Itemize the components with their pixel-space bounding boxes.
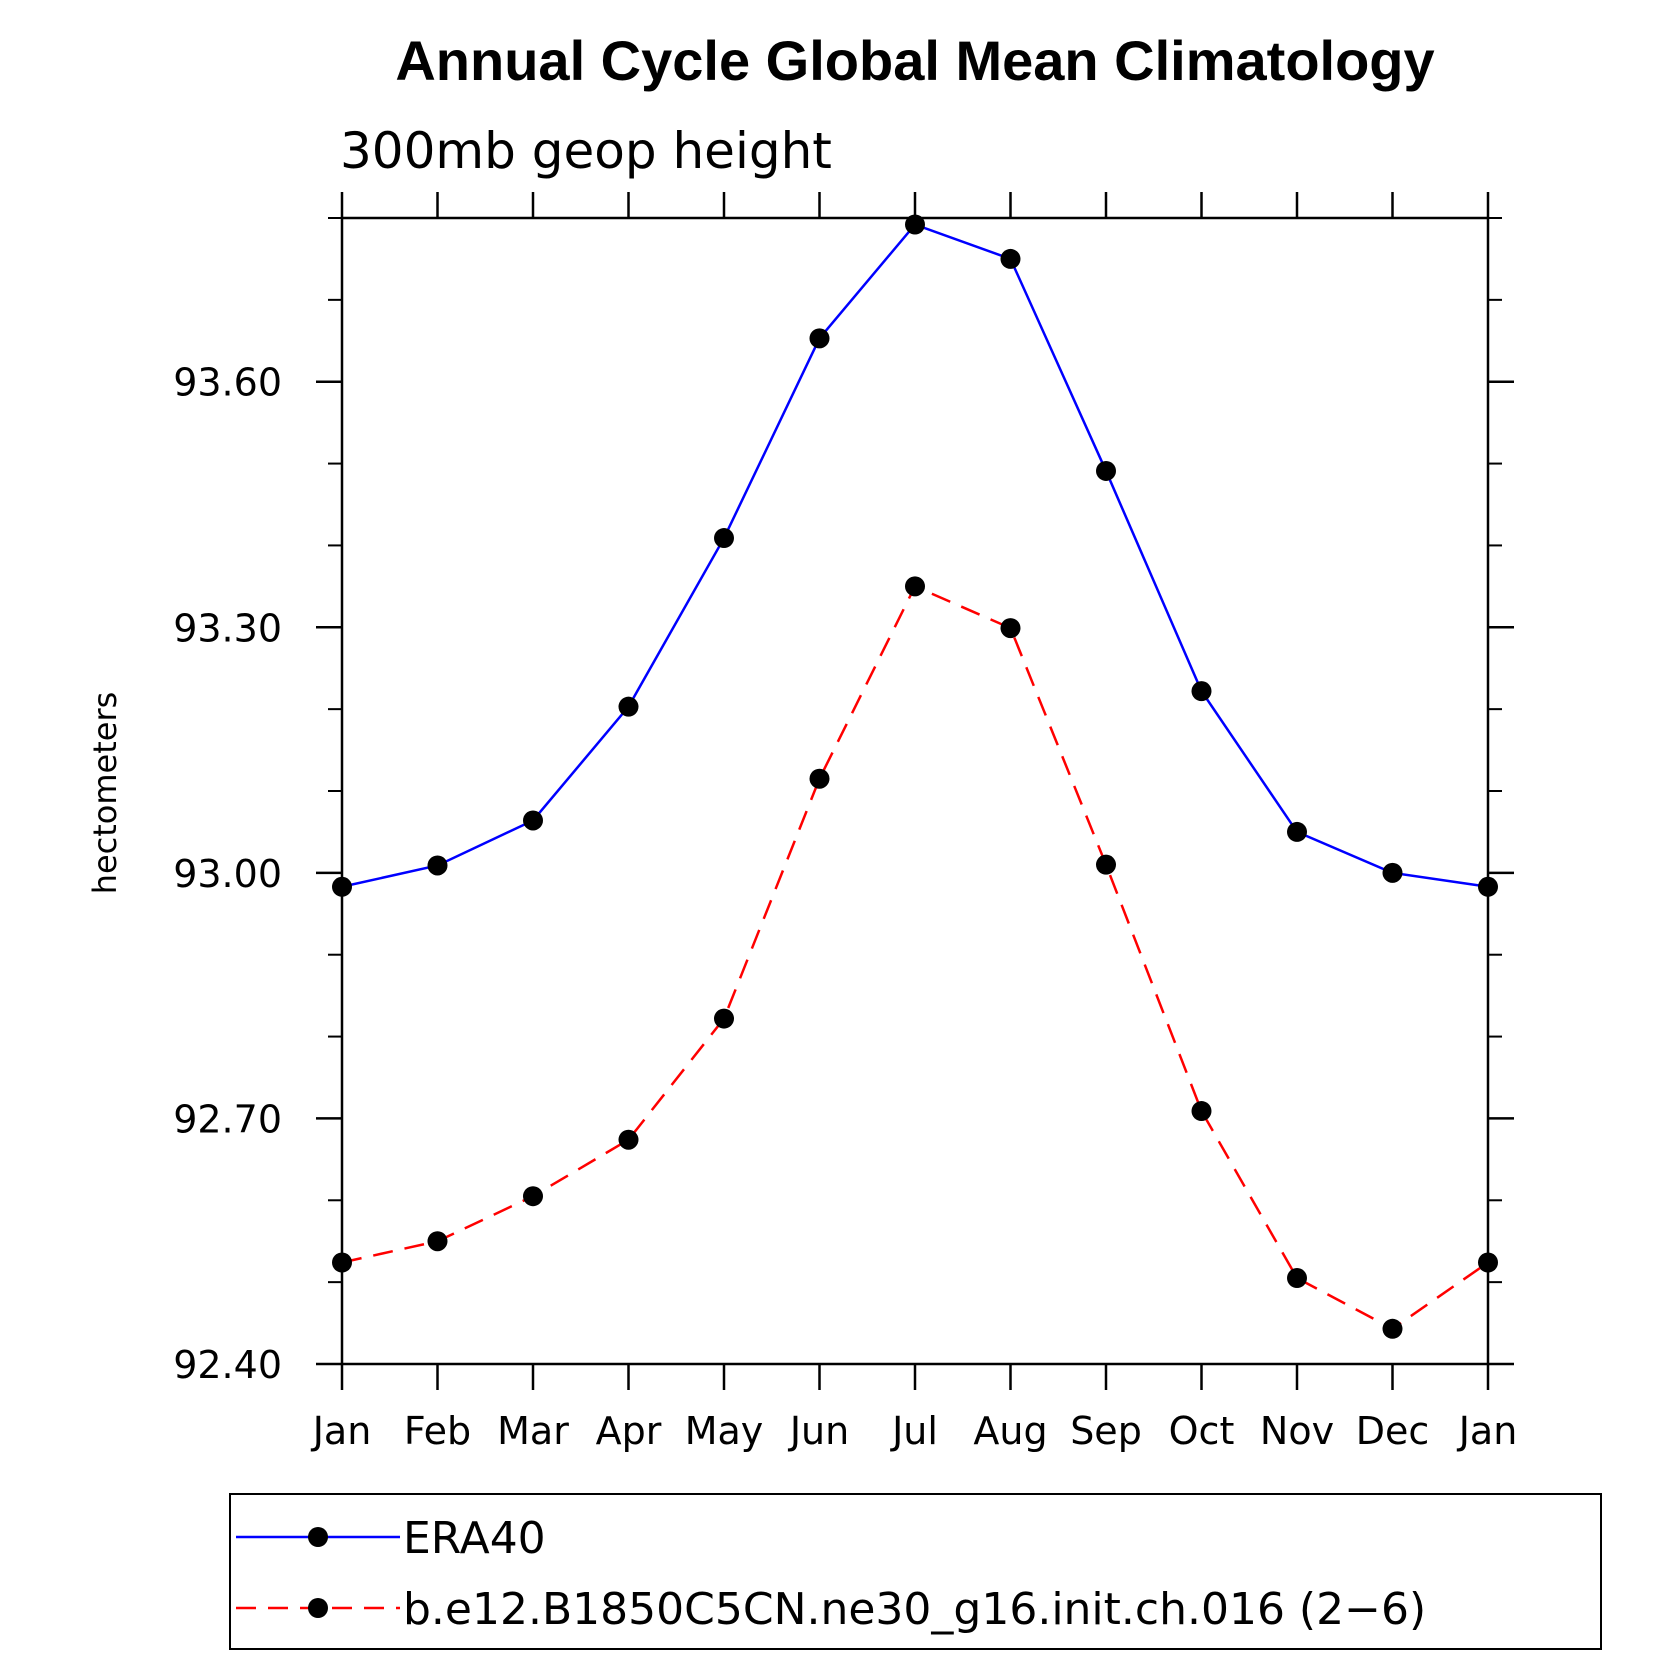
- legend: ERA40 b.e12.B1850C5CN.ne30_g16.init.ch.0…: [229, 1493, 1602, 1650]
- x-tick-label: Oct: [1169, 1409, 1235, 1453]
- axis-ticks: [316, 192, 1514, 1390]
- series-1-point: [1191, 1101, 1212, 1122]
- x-tick-label: Feb: [404, 1409, 471, 1453]
- series-1-point: [1287, 1268, 1307, 1289]
- plot-frame: [340, 216, 1490, 1366]
- plot-border: [340, 216, 1490, 1366]
- series-line-0: [341, 223, 1489, 889]
- series-1-point: [618, 1129, 639, 1150]
- x-tick-label: Jul: [890, 1409, 938, 1453]
- series-0-point: [1191, 681, 1212, 702]
- legend-swatch-marker-era40: [308, 1527, 328, 1547]
- series-0-point: [1287, 821, 1307, 842]
- series-line-1: [341, 584, 1489, 1331]
- tick-labels: Jan Feb Mar Apr May Jun Jul Aug Sep Oct Nov Dec Jan 9…: [173, 361, 1517, 1453]
- series-1-point: [714, 1008, 734, 1029]
- legend-label-era40: ERA40: [403, 1513, 546, 1564]
- y-axis-label: hectometers: [86, 692, 124, 895]
- legend-swatch-marker-model: [308, 1598, 328, 1618]
- x-tick-label: Dec: [1356, 1409, 1430, 1453]
- series-1-point: [809, 768, 830, 789]
- series-0-point: [1096, 460, 1116, 481]
- chart-title: Annual Cycle Global Mean Climatology: [395, 29, 1434, 92]
- series-0-point: [809, 328, 830, 349]
- x-tick-label: Jan: [1457, 1409, 1518, 1453]
- series-0-point: [332, 876, 352, 897]
- y-tick-label: 92.70: [173, 1097, 282, 1141]
- series-1-point: [1000, 618, 1021, 639]
- series-1-point: [1096, 854, 1116, 875]
- series-1-point: [332, 1252, 352, 1273]
- y-tick-label: 93.00: [173, 852, 282, 896]
- x-tick-label: Sep: [1070, 1409, 1142, 1453]
- legend-box: [229, 1493, 1602, 1650]
- y-tick-label: 92.40: [173, 1343, 282, 1387]
- series-0-point: [427, 855, 448, 876]
- x-tick-label: Apr: [596, 1409, 662, 1453]
- x-tick-label: Jan: [311, 1409, 372, 1453]
- x-tick-label: May: [685, 1409, 764, 1453]
- y-tick-label: 93.60: [173, 361, 282, 405]
- legend-label-model: b.e12.B1850C5CN.ne30_g16.init.ch.016 (2−…: [403, 1584, 1426, 1635]
- y-tick-label: 93.30: [173, 606, 282, 650]
- chart-subtitle: 300mb geop height: [340, 122, 832, 180]
- series-1-point: [427, 1231, 448, 1252]
- series-0-point: [523, 810, 543, 831]
- x-tick-label: Jun: [788, 1409, 849, 1453]
- series-0-point: [905, 214, 925, 235]
- series-1-point: [905, 576, 925, 597]
- series-0-point: [714, 528, 734, 549]
- x-tick-label: Aug: [973, 1409, 1047, 1453]
- x-tick-label: Nov: [1260, 1409, 1334, 1453]
- series-1-point: [523, 1186, 543, 1207]
- series-0-point: [618, 696, 639, 717]
- series-0-point: [1478, 876, 1498, 897]
- series-1-point: [1382, 1318, 1403, 1339]
- series-1-point: [1478, 1252, 1498, 1273]
- series-0-point: [1382, 862, 1403, 883]
- series-layer: [332, 214, 1498, 1339]
- x-tick-label: Mar: [497, 1409, 569, 1453]
- series-0-point: [1000, 248, 1021, 269]
